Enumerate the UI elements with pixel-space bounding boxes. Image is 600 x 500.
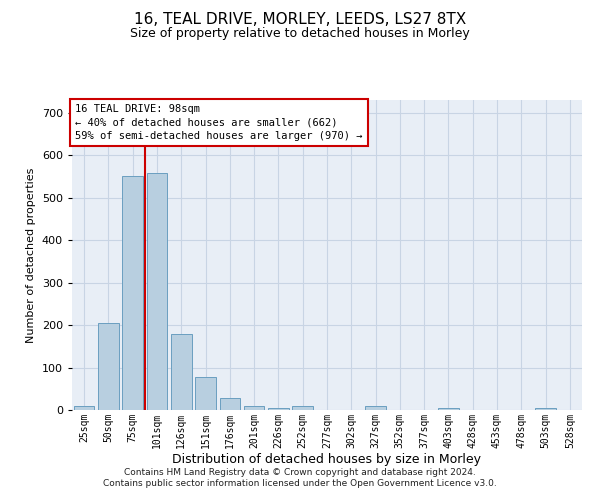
Text: Size of property relative to detached houses in Morley: Size of property relative to detached ho… <box>130 28 470 40</box>
Bar <box>220 398 240 410</box>
Bar <box>146 173 167 410</box>
Text: Distribution of detached houses by size in Morley: Distribution of detached houses by size … <box>173 452 482 466</box>
Bar <box>292 406 313 410</box>
Bar <box>535 408 556 410</box>
Bar <box>244 406 265 410</box>
Bar <box>98 324 119 410</box>
Bar <box>365 406 386 410</box>
Text: 16, TEAL DRIVE, MORLEY, LEEDS, LS27 8TX: 16, TEAL DRIVE, MORLEY, LEEDS, LS27 8TX <box>134 12 466 28</box>
Text: 16 TEAL DRIVE: 98sqm
← 40% of detached houses are smaller (662)
59% of semi-deta: 16 TEAL DRIVE: 98sqm ← 40% of detached h… <box>75 104 362 141</box>
Bar <box>171 334 191 410</box>
Bar <box>122 176 143 410</box>
Y-axis label: Number of detached properties: Number of detached properties <box>26 168 36 342</box>
Text: Contains HM Land Registry data © Crown copyright and database right 2024.
Contai: Contains HM Land Registry data © Crown c… <box>103 468 497 487</box>
Bar <box>74 406 94 410</box>
Bar <box>268 408 289 410</box>
Bar <box>438 408 459 410</box>
Bar <box>195 377 216 410</box>
